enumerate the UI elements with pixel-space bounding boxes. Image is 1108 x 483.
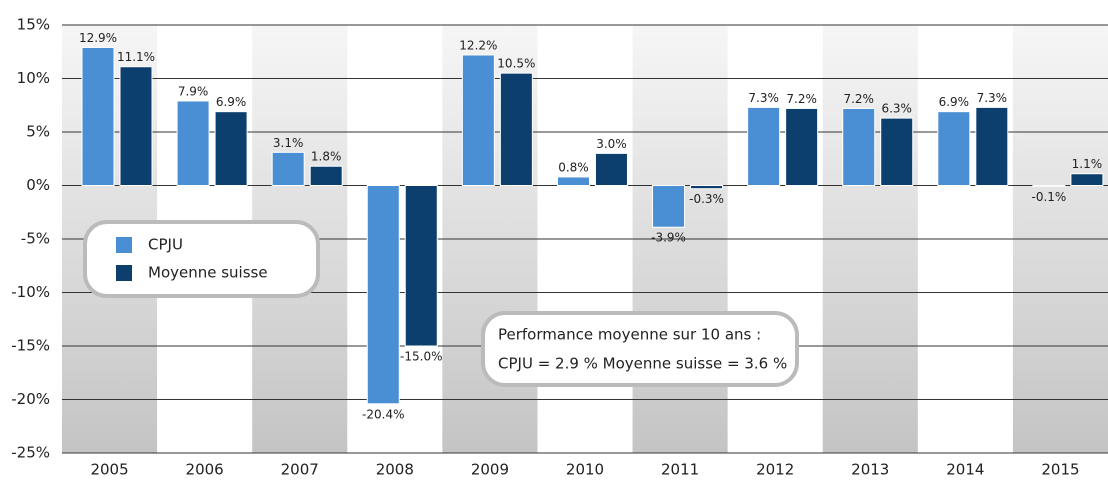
bar xyxy=(880,117,914,186)
value-label: -0.1% xyxy=(1031,190,1066,204)
bar xyxy=(785,107,819,186)
annotation: Performance moyenne sur 10 ans : xyxy=(498,326,761,344)
value-label: -20.4% xyxy=(362,407,404,421)
y-tick-label: 10% xyxy=(17,69,50,87)
x-tick-label: 2013 xyxy=(851,461,889,479)
bar xyxy=(594,152,628,186)
bar xyxy=(556,176,590,187)
value-label: 3.0% xyxy=(596,137,627,151)
value-label: 12.2% xyxy=(459,38,497,52)
bar xyxy=(461,54,495,186)
bar xyxy=(176,100,210,186)
value-label: 10.5% xyxy=(497,57,535,71)
value-label: -3.9% xyxy=(651,231,686,245)
x-tick-label: 2009 xyxy=(471,461,509,479)
bar xyxy=(937,111,971,186)
bar xyxy=(1032,185,1066,188)
bar xyxy=(690,185,724,190)
legend-label: CPJU xyxy=(148,236,183,254)
bar xyxy=(975,106,1009,186)
x-tick-label: 2015 xyxy=(1041,461,1079,479)
value-label: -15.0% xyxy=(400,350,442,364)
legend-label: Moyenne suisse xyxy=(148,264,268,282)
bar xyxy=(499,72,533,186)
y-tick-label: 5% xyxy=(26,123,50,141)
value-label: 7.3% xyxy=(977,91,1008,105)
x-tick-label: 2006 xyxy=(186,461,224,479)
x-tick-label: 2008 xyxy=(376,461,414,479)
bar xyxy=(652,185,686,228)
y-tick-label: -5% xyxy=(21,230,50,248)
bar xyxy=(271,151,305,186)
legend-swatch xyxy=(116,265,132,281)
value-label: 1.1% xyxy=(1072,157,1103,171)
value-label: 11.1% xyxy=(117,50,155,64)
annotation: CPJU = 2.9 % Moyenne suisse = 3.6 % xyxy=(498,355,787,373)
value-label: 6.3% xyxy=(881,102,912,116)
value-label: 7.3% xyxy=(748,91,779,105)
y-tick-label: -25% xyxy=(11,444,50,462)
value-label: 6.9% xyxy=(216,95,247,109)
x-tick-label: 2007 xyxy=(281,461,319,479)
bar xyxy=(747,106,781,186)
bar xyxy=(214,111,248,186)
legend-box xyxy=(83,220,320,298)
value-label: -0.3% xyxy=(689,192,724,206)
y-tick-label: 15% xyxy=(17,16,50,34)
bar xyxy=(366,185,400,405)
value-label: 7.2% xyxy=(786,92,817,106)
value-label: 7.2% xyxy=(843,92,874,106)
bar xyxy=(119,66,153,186)
bar xyxy=(404,185,438,347)
bar xyxy=(81,46,115,186)
value-label: 7.9% xyxy=(178,84,209,98)
value-label: 12.9% xyxy=(79,31,117,45)
bar xyxy=(1070,173,1104,186)
y-tick-label: -15% xyxy=(11,337,50,355)
x-tick-label: 2011 xyxy=(661,461,699,479)
bar xyxy=(309,165,343,187)
value-label: 3.1% xyxy=(273,136,304,150)
x-tick-label: 2005 xyxy=(90,461,128,479)
value-label: 0.8% xyxy=(558,160,589,174)
y-tick-label: -20% xyxy=(11,390,50,408)
legend-swatch xyxy=(116,237,132,253)
y-tick-label: -10% xyxy=(11,283,50,301)
annotation-box xyxy=(481,311,799,387)
x-tick-label: 2012 xyxy=(756,461,794,479)
bar xyxy=(842,107,876,186)
value-label: 1.8% xyxy=(311,150,342,164)
value-label: 6.9% xyxy=(939,95,970,109)
x-tick-label: 2014 xyxy=(946,461,984,479)
y-tick-label: 0% xyxy=(26,176,50,194)
x-tick-label: 2010 xyxy=(566,461,604,479)
